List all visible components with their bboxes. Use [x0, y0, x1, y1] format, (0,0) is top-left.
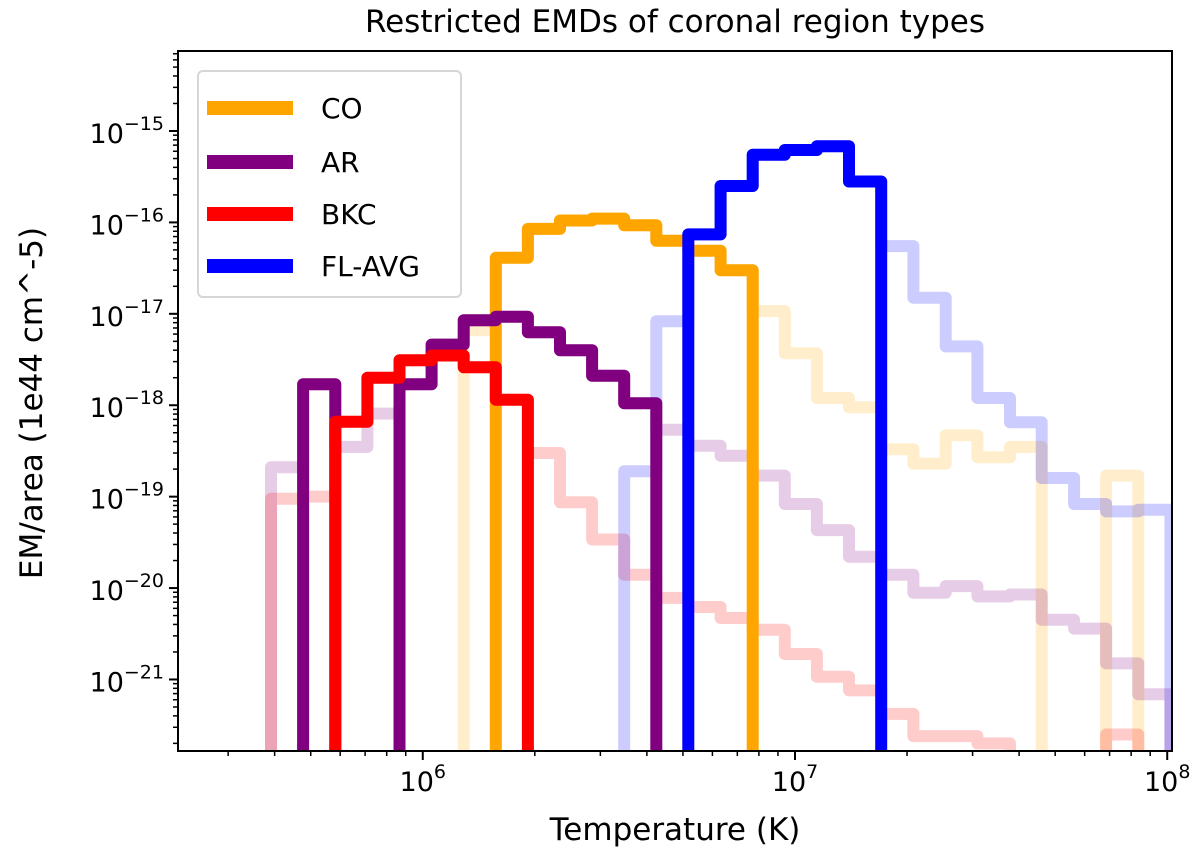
legend-item-ar: AR: [207, 142, 360, 182]
legend-swatch-co: [207, 101, 293, 115]
x-tick-label: 107: [772, 761, 818, 798]
legend-label-bkc: BKC: [321, 197, 377, 231]
y-tick-label: 10−21: [90, 661, 164, 698]
y-axis-label: EM/area (1e44 cm^-5): [14, 226, 50, 580]
legend-item-fl-avg: FL-AVG: [207, 246, 420, 286]
legend-label-ar: AR: [321, 145, 360, 179]
y-tick-label: 10−17: [90, 296, 164, 333]
restricted-emd-layer: [297, 140, 888, 751]
legend-item-bkc: BKC: [207, 194, 377, 234]
y-tick-label: 10−20: [90, 570, 164, 607]
series-bkc-full-step-line-1: [1100, 728, 1145, 751]
y-tick-label: 10−19: [90, 479, 164, 516]
x-tick-label: 108: [1144, 761, 1190, 798]
legend-label-co: CO: [321, 91, 363, 125]
legend-swatch-fl-avg: [207, 259, 293, 273]
series-fl-avg-restricted-step-line-0: [682, 140, 888, 751]
legend-label-fl-avg: FL-AVG: [321, 249, 420, 283]
legend-swatch-ar: [207, 155, 293, 169]
series-co-full-step-line-1: [1100, 469, 1145, 751]
legend: CO AR BKC FL-AVG: [197, 70, 462, 298]
axis-ticks: 106 107 108 10−15 10−16 10−17 10−18 10−19 10−20 1…: [90, 52, 1190, 798]
y-tick-label: 10−18: [90, 387, 164, 424]
y-tick-label: 10−16: [90, 204, 164, 241]
legend-item-co: CO: [207, 88, 363, 128]
plot-frame: [177, 50, 1173, 752]
chart-title: Restricted EMDs of coronal region types: [364, 4, 986, 40]
x-tick-label: 106: [400, 761, 446, 798]
x-axis-label: Temperature (K): [549, 812, 801, 848]
y-tick-label: 10−15: [90, 113, 164, 150]
series-fl-avg-full-step-line-0: [618, 140, 1172, 751]
series-co-restricted-step-line-0: [489, 212, 759, 751]
series-bkc-restricted-step-line-0: [329, 349, 534, 751]
legend-swatch-bkc: [207, 207, 293, 221]
